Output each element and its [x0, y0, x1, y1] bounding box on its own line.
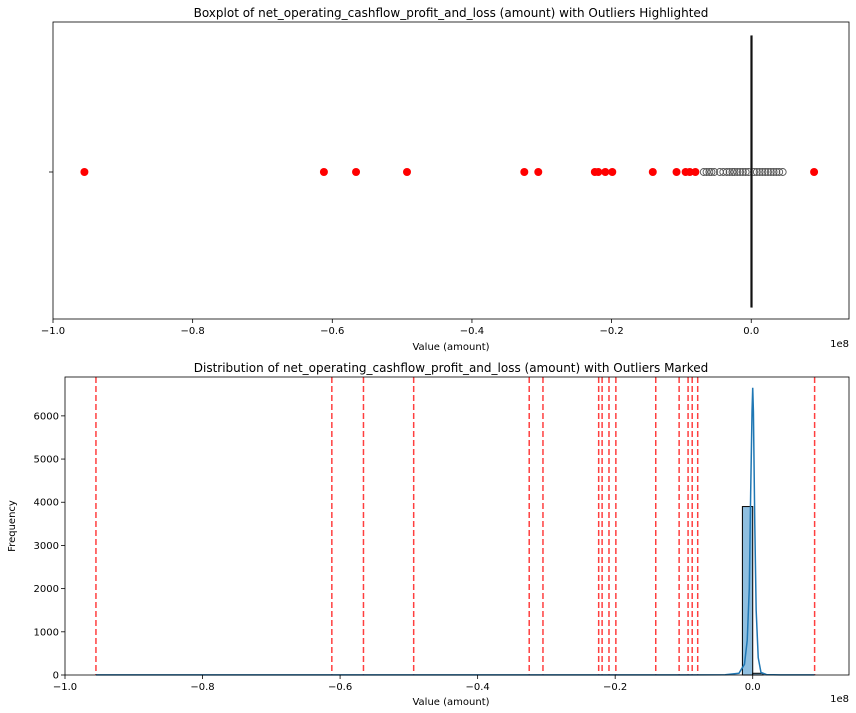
histogram-bar [741, 506, 754, 676]
boxplot-x-tick-label: 0.0 [743, 326, 759, 337]
histogram-x-tick-label: −0.8 [190, 682, 214, 693]
boxplot-outlier-point [685, 168, 694, 176]
histogram-panel: Distribution of net_operating_cashflow_p… [7, 361, 850, 708]
histogram-x-tick-label: −0.6 [328, 682, 352, 693]
boxplot-fliers [699, 168, 787, 176]
histogram-y-tick-label: 2000 [34, 584, 59, 595]
boxplot-x-ticks: −1.0 −0.8 −0.6 −0.4 −0.2 0.0 [41, 319, 759, 337]
histogram-y-tick-label: 1000 [34, 627, 59, 638]
boxplot-flier [725, 168, 734, 176]
boxplot-x-tick-label: −1.0 [41, 326, 65, 337]
boxplot-flier [733, 168, 742, 176]
histogram-x-tick-label: −1.0 [53, 682, 77, 693]
boxplot-xlabel: Value (amount) [412, 342, 489, 353]
boxplot-flier [761, 168, 770, 176]
histogram-x-tick-label: −0.2 [603, 682, 627, 693]
boxplot-flier [707, 168, 716, 176]
boxplot-outlier-point [601, 168, 610, 176]
boxplot-panel: Boxplot of net_operating_cashflow_profit… [41, 6, 850, 353]
boxplot-outlier-point [691, 168, 700, 176]
boxplot-flier [722, 168, 731, 176]
boxplot-flier [699, 168, 708, 176]
histogram-title: Distribution of net_operating_cashflow_p… [194, 361, 709, 375]
boxplot-outliers [80, 168, 819, 176]
boxplot-flier [775, 168, 784, 176]
boxplot-outlier-point [80, 168, 89, 176]
histogram-y-tick-label: 0 [53, 671, 59, 682]
histogram-y-ticks: 0 1000 2000 3000 4000 5000 6000 [34, 411, 65, 682]
boxplot-outlier-point [403, 168, 412, 176]
boxplot-flier [755, 168, 764, 176]
boxplot-outlier-point [319, 168, 328, 176]
histogram-y-tick-label: 4000 [34, 498, 59, 509]
boxplot-frame [52, 21, 850, 320]
boxplot-outlier-point [608, 168, 617, 176]
boxplot-flier [728, 168, 737, 176]
boxplot-flier [772, 168, 781, 176]
boxplot-flier [702, 168, 711, 176]
boxplot-outlier-point [648, 168, 657, 176]
histogram-x-tick-label: 0.0 [745, 682, 761, 693]
boxplot-x-tick-label: −0.8 [181, 326, 205, 337]
boxplot-flier [719, 168, 728, 176]
boxplot-title: Boxplot of net_operating_cashflow_profit… [194, 6, 709, 20]
histogram-x-ticks: −1.0 −0.8 −0.6 −0.4 −0.2 0.0 [53, 675, 761, 693]
histogram-offset-label: 1e8 [830, 694, 849, 705]
boxplot-flier [764, 168, 772, 176]
histogram-x-tick-label: −0.4 [465, 682, 489, 693]
boxplot-flier [738, 168, 747, 176]
boxplot-flier [758, 168, 767, 176]
boxplot-flier [736, 168, 745, 176]
histogram-outlier-lines [95, 377, 816, 675]
boxplot-flier [741, 168, 750, 176]
boxplot-outlier-point [534, 168, 543, 176]
boxplot-outlier-point [672, 168, 681, 176]
boxplot-flier [730, 168, 739, 176]
histogram-y-tick-label: 5000 [34, 455, 59, 466]
boxplot-flier [752, 168, 761, 176]
histogram-kde-line [95, 387, 815, 676]
boxplot-x-tick-label: −0.2 [599, 326, 623, 337]
histogram-ylabel: Frequency [7, 500, 18, 552]
histogram-y-tick-label: 3000 [34, 541, 59, 552]
boxplot-outlier-point [810, 168, 819, 176]
boxplot-flier [769, 168, 778, 176]
boxplot-flier [710, 168, 719, 176]
histogram-y-tick-label: 6000 [34, 411, 59, 422]
boxplot-box [750, 35, 753, 308]
boxplot-flier [778, 168, 787, 176]
boxplot-offset-label: 1e8 [830, 339, 849, 350]
boxplot-outlier-point [520, 168, 529, 176]
boxplot-flier [705, 168, 714, 176]
histogram-xlabel: Value (amount) [412, 697, 489, 708]
boxplot-x-tick-label: −0.6 [320, 326, 344, 337]
histogram-frame [64, 376, 850, 676]
boxplot-outlier-point [594, 168, 603, 176]
boxplot-flier [766, 168, 775, 176]
boxplot-x-tick-label: −0.4 [460, 326, 484, 337]
boxplot-outlier-point [352, 168, 361, 176]
